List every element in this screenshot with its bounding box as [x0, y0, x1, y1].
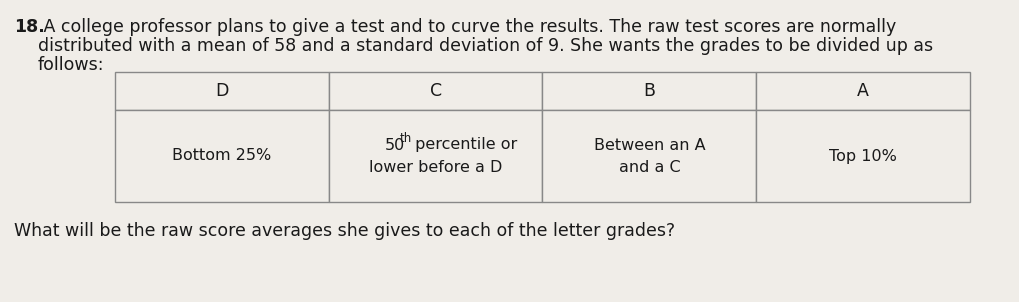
Text: C: C: [430, 82, 441, 100]
Bar: [329, 110, 542, 202]
Text: Bottom 25%: Bottom 25%: [172, 149, 271, 163]
Text: distributed with a mean of 58 and a standard deviation of 9. She wants the grade: distributed with a mean of 58 and a stan…: [38, 37, 933, 55]
Text: lower before a D: lower before a D: [369, 159, 502, 175]
Text: B: B: [643, 82, 655, 100]
Text: A college professor plans to give a test and to curve the results. The raw test : A college professor plans to give a test…: [38, 18, 897, 36]
Text: 50: 50: [384, 137, 405, 153]
Bar: [115, 72, 329, 110]
Text: Top 10%: Top 10%: [829, 149, 897, 163]
Text: What will be the raw score averages she gives to each of the letter grades?: What will be the raw score averages she …: [14, 222, 676, 240]
Text: Between an A: Between an A: [593, 137, 705, 153]
Text: th: th: [399, 131, 412, 144]
Text: and a C: and a C: [619, 159, 681, 175]
Text: D: D: [215, 82, 228, 100]
Text: 18.: 18.: [14, 18, 45, 36]
Bar: [542, 72, 756, 110]
Bar: [542, 110, 756, 202]
Bar: [115, 110, 329, 202]
Bar: [756, 72, 970, 110]
Text: percentile or: percentile or: [410, 137, 517, 153]
Text: A: A: [857, 82, 869, 100]
Text: follows:: follows:: [38, 56, 105, 74]
Bar: [329, 72, 542, 110]
Bar: [756, 110, 970, 202]
